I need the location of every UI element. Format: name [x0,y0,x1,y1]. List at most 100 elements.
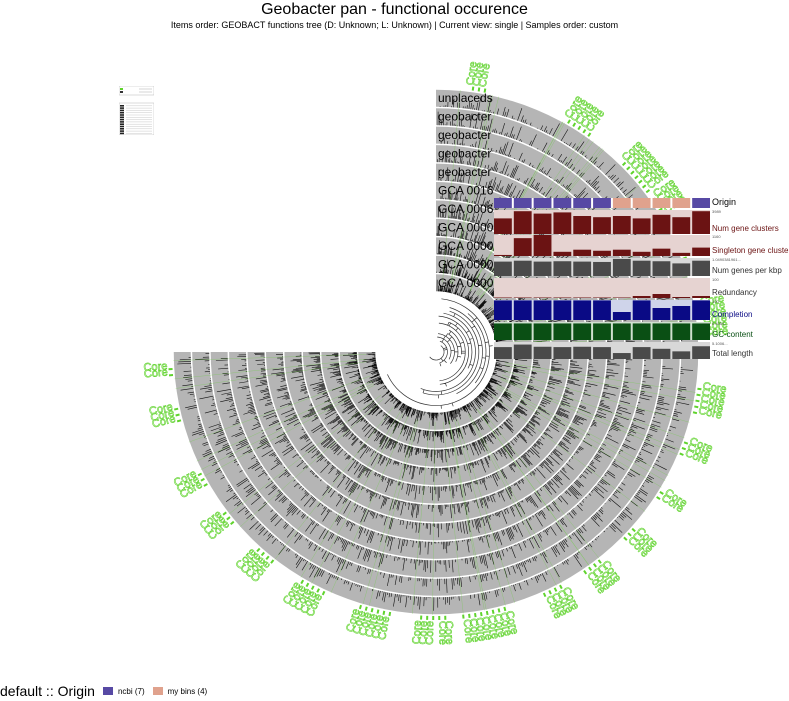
bar[interactable] [593,250,611,256]
bar[interactable] [692,247,710,256]
bar[interactable] [632,260,651,276]
bar[interactable] [573,300,592,320]
bar[interactable] [494,347,512,359]
bar[interactable] [612,353,631,359]
bar[interactable] [652,261,671,276]
bar[interactable] [533,213,552,234]
bar[interactable] [553,347,572,359]
bar[interactable] [553,198,572,208]
legend-item-ncbi[interactable]: ncbi (7) [102,687,145,696]
bar[interactable] [533,323,552,340]
bar[interactable] [593,300,611,320]
bar[interactable] [632,296,651,298]
core-guide [500,379,679,455]
bar[interactable] [494,261,512,276]
bar[interactable] [692,296,710,298]
bar[interactable] [494,218,512,234]
bar[interactable] [533,297,552,299]
bar[interactable] [612,198,631,208]
bar[interactable] [672,306,691,320]
bar[interactable] [672,217,691,234]
bar[interactable] [672,198,691,208]
bar[interactable] [593,217,611,234]
bar[interactable] [573,323,592,340]
bar[interactable] [632,251,651,256]
dendrogram-branches [387,298,493,409]
bar[interactable] [632,300,651,320]
bar[interactable] [612,258,631,276]
core-tick [626,166,631,171]
legend-item-my-bins[interactable]: my bins (4) [152,687,207,696]
bar[interactable] [593,261,611,276]
bar[interactable] [593,323,611,340]
bar[interactable] [513,300,532,320]
bar[interactable] [494,300,512,320]
bar[interactable] [593,347,611,359]
bar[interactable] [652,308,671,320]
bar[interactable] [513,323,532,340]
bar[interactable] [652,294,671,298]
bar[interactable] [672,252,691,256]
bar[interactable] [494,254,512,256]
bar[interactable] [652,348,671,359]
bar[interactable] [573,297,592,299]
bar[interactable] [692,346,710,359]
bar[interactable] [553,251,572,256]
bar[interactable] [612,297,631,299]
bar[interactable] [612,216,631,234]
bar[interactable] [513,260,532,276]
bar[interactable] [652,214,671,234]
bar[interactable] [612,312,631,320]
bar[interactable] [513,297,532,299]
bar[interactable] [513,238,532,256]
bar[interactable] [513,198,532,208]
bar[interactable] [593,297,611,299]
bar[interactable] [533,300,552,320]
bar[interactable] [573,198,592,208]
bar[interactable] [533,346,552,359]
layer-label: GCA 0000 [438,220,494,234]
bar[interactable] [573,216,592,234]
bar[interactable] [513,344,532,359]
bar[interactable] [553,323,572,340]
core-label: Core [473,617,488,642]
bar-row-label: Completion [712,310,752,319]
bar[interactable] [533,235,552,256]
bar[interactable] [692,300,710,320]
bar[interactable] [632,347,651,359]
bar[interactable] [494,198,512,208]
bar[interactable] [553,297,572,299]
bar[interactable] [553,300,572,320]
bar[interactable] [632,218,651,234]
core-tick [679,452,684,456]
mini-legend-table [119,86,154,135]
bar[interactable] [553,261,572,276]
bar[interactable] [692,260,710,276]
bar[interactable] [672,323,691,340]
bar[interactable] [632,198,651,208]
bar[interactable] [573,249,592,256]
bar[interactable] [672,263,691,276]
core-guide [368,419,419,607]
bar[interactable] [612,249,631,256]
bar[interactable] [692,323,710,340]
bar[interactable] [573,261,592,276]
bar[interactable] [513,211,532,234]
bar[interactable] [533,261,552,276]
bar[interactable] [494,297,512,299]
bar[interactable] [533,198,552,208]
bar[interactable] [632,323,651,340]
bar[interactable] [573,346,592,359]
bar[interactable] [652,198,671,208]
bar[interactable] [652,323,671,340]
bar[interactable] [692,198,710,208]
bar[interactable] [612,323,631,340]
bar[interactable] [672,297,691,298]
bar[interactable] [494,323,512,340]
bar[interactable] [672,351,691,359]
bar[interactable] [692,211,710,234]
bar[interactable] [593,198,611,208]
bar[interactable] [553,212,572,234]
bar[interactable] [652,248,671,256]
